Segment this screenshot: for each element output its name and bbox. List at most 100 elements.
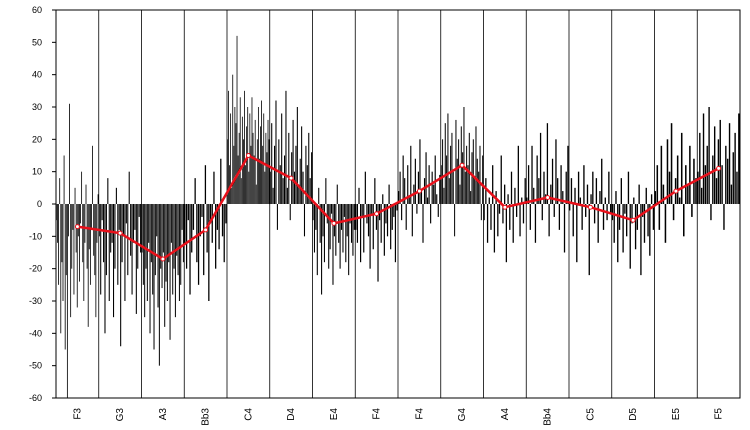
bar (505, 204, 508, 263)
bar (524, 178, 526, 204)
bar (250, 145, 252, 204)
bar (514, 187, 516, 204)
line-point (587, 204, 593, 210)
bar (289, 204, 291, 221)
bar (349, 204, 351, 224)
bar (361, 204, 363, 217)
bar (498, 204, 501, 214)
bar (118, 204, 120, 230)
bar (650, 194, 653, 204)
bar (431, 171, 433, 204)
bar (446, 155, 448, 204)
bar (702, 113, 705, 204)
bar (608, 171, 610, 204)
bar (269, 171, 271, 204)
line-point (545, 195, 551, 200)
bar (98, 204, 100, 237)
y-tick-label: -20 (29, 264, 42, 274)
bar (617, 204, 619, 263)
bar (583, 165, 585, 204)
bar (178, 204, 180, 301)
bar (534, 204, 537, 243)
bar (560, 165, 562, 204)
bar (533, 187, 535, 204)
bar (454, 204, 456, 237)
bar (88, 204, 90, 250)
bar (328, 204, 330, 269)
bar (238, 132, 240, 204)
bar (680, 132, 683, 204)
line-point (502, 204, 508, 210)
bar (254, 119, 256, 204)
bar (62, 204, 64, 301)
bar (246, 126, 248, 204)
bar (615, 191, 617, 204)
bar (358, 187, 360, 204)
bar (288, 132, 290, 204)
bar (331, 204, 333, 214)
bar (72, 204, 74, 230)
bar (375, 204, 378, 230)
bar (162, 204, 164, 253)
bar (510, 171, 513, 204)
bar (364, 171, 366, 204)
bar (567, 145, 569, 204)
line-point (331, 220, 337, 226)
bar (146, 204, 148, 301)
bar (712, 155, 714, 204)
line-point (630, 217, 636, 223)
bar (302, 171, 304, 204)
bar (305, 145, 307, 204)
bar (678, 197, 681, 204)
bar (570, 178, 573, 204)
bar (662, 184, 665, 204)
bar (130, 204, 132, 256)
bar (216, 204, 219, 230)
bar (519, 204, 521, 237)
bar (521, 197, 523, 204)
bar (114, 204, 116, 269)
bar (197, 204, 200, 285)
x-category-label: F4 (414, 408, 425, 420)
bar (576, 204, 578, 263)
bar (95, 204, 97, 318)
bar (282, 178, 284, 204)
bar (122, 204, 125, 237)
bar (562, 191, 564, 204)
bar (723, 204, 725, 230)
bar (172, 204, 174, 295)
bar (110, 204, 112, 253)
x-category-label: F5 (714, 408, 725, 420)
bar (323, 204, 325, 263)
x-category-label: A4 (500, 408, 511, 421)
bar (633, 197, 635, 204)
bar (237, 155, 239, 204)
bar (124, 204, 126, 301)
bar (69, 103, 70, 204)
bar (642, 204, 644, 217)
bar (221, 204, 224, 237)
bar (602, 204, 605, 230)
bar (660, 145, 663, 204)
bar (411, 204, 413, 237)
bar (92, 145, 93, 204)
bar (299, 158, 301, 204)
bar (500, 155, 502, 204)
bar (315, 204, 317, 230)
bar (555, 139, 557, 204)
bar (512, 204, 514, 243)
bar (399, 171, 401, 204)
bar (420, 191, 423, 204)
bar (353, 204, 355, 230)
bar (687, 184, 689, 204)
bar (80, 204, 81, 224)
bar (670, 123, 673, 204)
bar (144, 204, 146, 318)
average-line-layer (74, 153, 722, 262)
bar (107, 178, 109, 204)
bar (656, 165, 659, 204)
bar (391, 204, 393, 230)
bar (85, 184, 87, 204)
bar (232, 74, 234, 204)
